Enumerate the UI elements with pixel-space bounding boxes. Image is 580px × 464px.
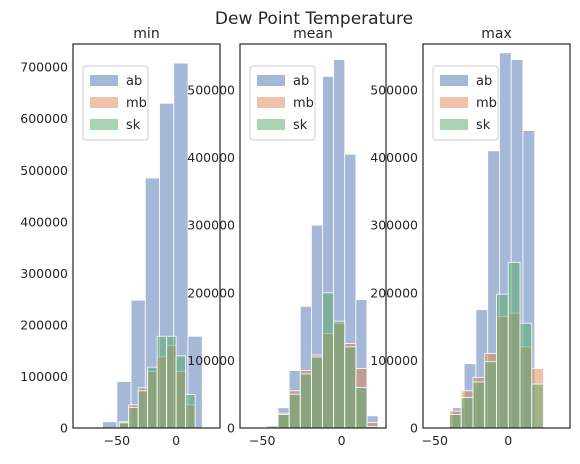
y-tick-label: 100000 [187, 353, 235, 368]
y-tick-label: 0 [60, 421, 68, 436]
legend-swatch-ab [257, 75, 285, 86]
panel-max: max −50 0 0 100000 200000 300000 400000 500000 ab… [370, 26, 571, 448]
bar-sk [507, 261, 521, 429]
bar-sk [147, 366, 158, 429]
y-tick-label: 500000 [370, 82, 418, 97]
y-tick-label: 300000 [20, 266, 68, 281]
y-tick-label: 100000 [370, 353, 418, 368]
y-tick-label: 200000 [187, 285, 235, 300]
legend-label-sk: sk [293, 118, 308, 133]
y-tick-label: 500000 [187, 82, 235, 97]
legend-label-mb: mb [476, 96, 497, 111]
y-tick-label: 0 [227, 421, 235, 436]
bar-sk [156, 335, 168, 429]
bar-sk [128, 406, 139, 429]
y-tick-label: 400000 [20, 214, 68, 229]
y-tick-label: 300000 [370, 218, 418, 233]
legend-swatch-mb [90, 97, 118, 108]
panel-mean: mean −50 0 0 100000 200000 300000 400000 500000 a… [187, 26, 387, 448]
figure-title: Dew Point Temperature [215, 9, 413, 29]
y-tick-label: 400000 [370, 150, 418, 165]
bar-sk [449, 414, 462, 429]
bar-sk [277, 414, 290, 429]
x-tick-label: 0 [504, 433, 512, 448]
legend-label-sk: sk [126, 118, 141, 133]
legend-swatch-sk [90, 119, 118, 130]
bar-sk [531, 383, 544, 429]
bar-sk [333, 320, 346, 429]
y-tick-label: 600000 [20, 111, 68, 126]
x-tick-label: 0 [338, 433, 346, 448]
bar-sk [322, 292, 335, 429]
bar-sk [460, 397, 474, 429]
axes-frame [422, 43, 571, 429]
legend-swatch-mb [257, 97, 285, 108]
bar-sk [185, 394, 196, 429]
x-tick-label: −50 [422, 433, 448, 448]
y-tick-label: 200000 [20, 317, 68, 332]
y-tick-label: 300000 [187, 218, 235, 233]
bar-sk [175, 355, 187, 429]
legend-swatch-ab [90, 75, 118, 86]
x-tick-label: 0 [172, 433, 180, 448]
y-tick-label: 0 [410, 421, 418, 436]
bar-sk [166, 335, 177, 429]
legend-swatch-sk [257, 119, 285, 130]
axes-frame [239, 43, 387, 429]
bar-sk [299, 373, 312, 429]
subplot-title: mean [293, 26, 333, 42]
x-tick-label: −50 [104, 433, 130, 448]
subplot-title: min [133, 26, 159, 42]
y-tick-label: 100000 [20, 369, 68, 384]
panel-min: min −50 0 0 100000 200000 300000 400000 500000 60… [20, 26, 221, 448]
bar-sk [311, 356, 323, 429]
bar-sk [118, 422, 130, 429]
legend-label-mb: mb [293, 96, 314, 111]
bar-sk [137, 390, 149, 429]
y-tick-label: 200000 [370, 285, 418, 300]
bar-sk [288, 393, 301, 429]
legend-label-ab: ab [293, 74, 309, 89]
subplot-title: max [481, 26, 512, 42]
legend-swatch-ab [440, 75, 468, 86]
legend-swatch-mb [440, 97, 468, 108]
bar-sk [484, 361, 497, 429]
x-tick-label: −50 [249, 433, 275, 448]
y-tick-label: 700000 [20, 60, 68, 75]
bar-sk [519, 322, 533, 429]
bar-sk [472, 381, 486, 429]
bar-ab [102, 421, 118, 429]
bar-sk [344, 346, 357, 429]
legend-label-ab: ab [126, 74, 142, 89]
y-tick-label: 500000 [20, 163, 68, 178]
legend-label-sk: sk [476, 118, 491, 133]
legend-label-ab: ab [476, 74, 492, 89]
bar-sk [496, 293, 509, 429]
legend-label-mb: mb [126, 96, 147, 111]
y-tick-label: 400000 [187, 150, 235, 165]
legend-swatch-sk [440, 119, 468, 130]
axes-frame [72, 43, 221, 429]
bar-sk [355, 387, 368, 429]
